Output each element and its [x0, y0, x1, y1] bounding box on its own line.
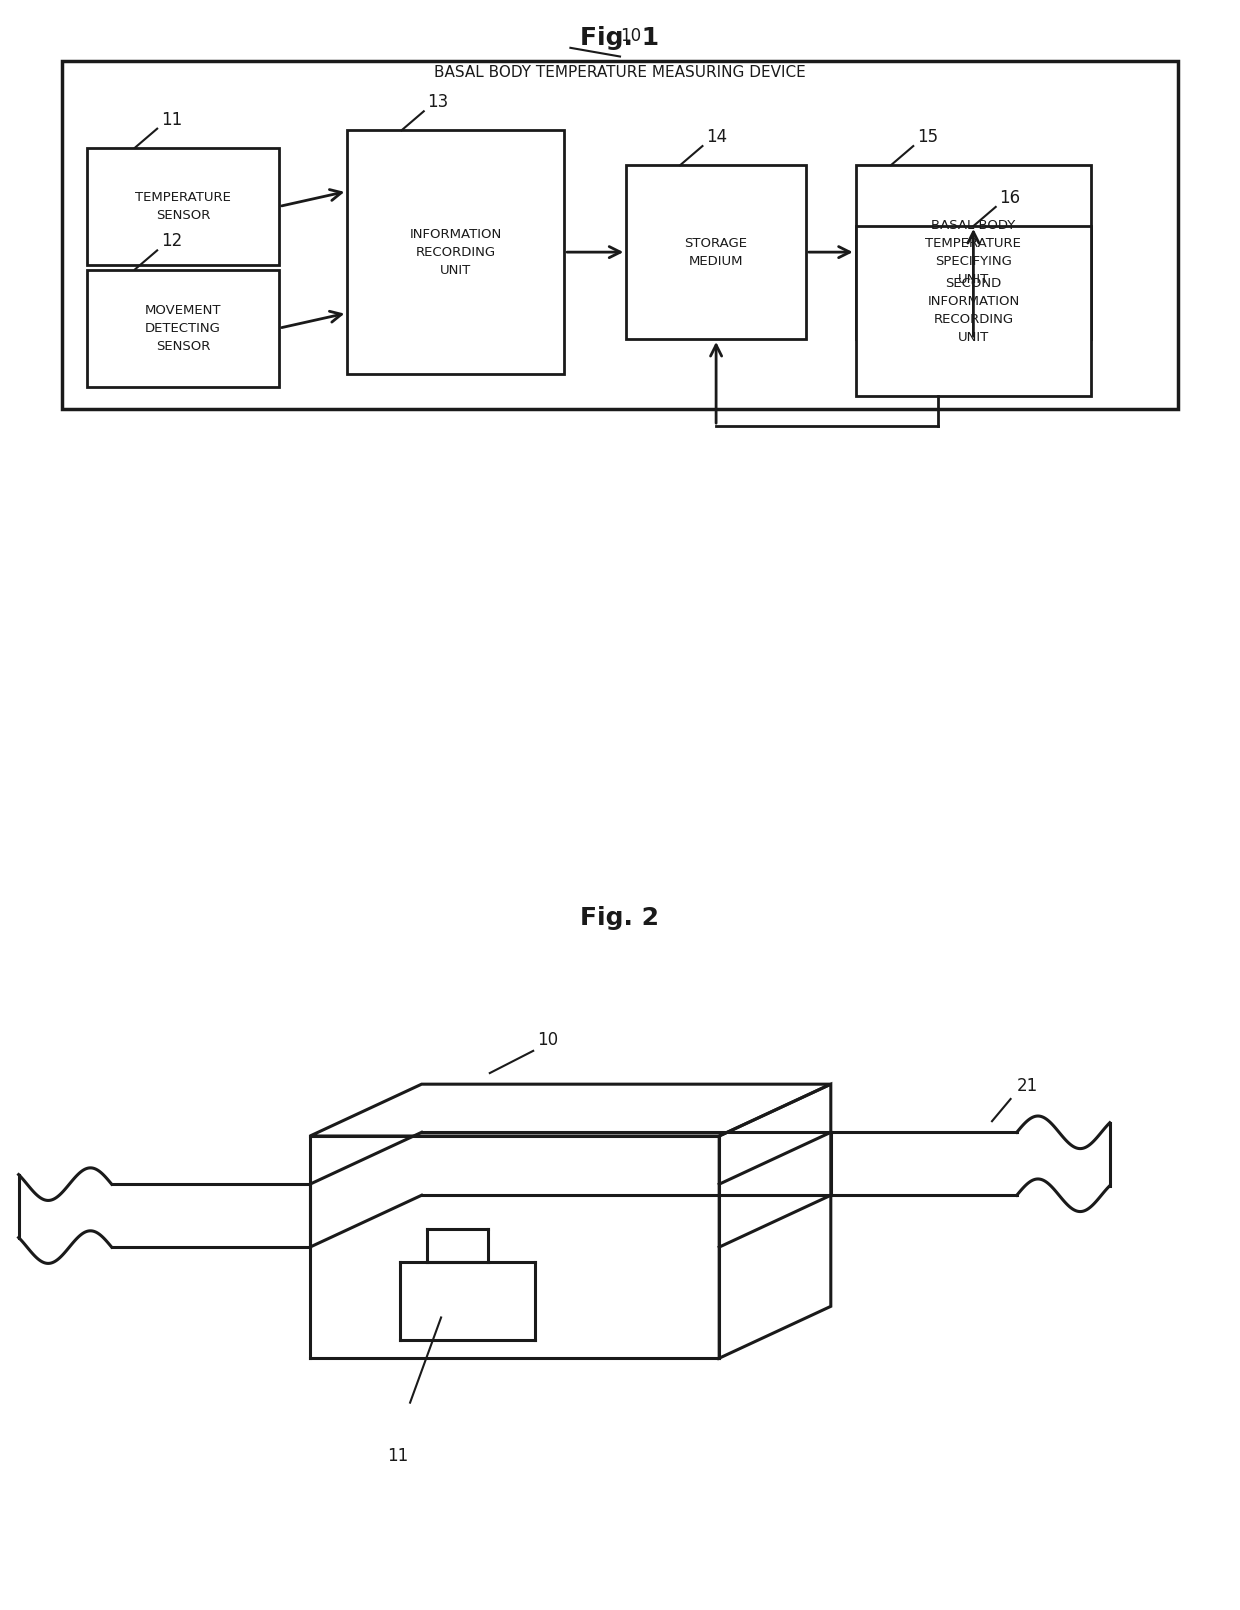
FancyBboxPatch shape [347, 130, 564, 374]
Text: INFORMATION
RECORDING
UNIT: INFORMATION RECORDING UNIT [409, 227, 502, 277]
Text: Fig. 1: Fig. 1 [580, 26, 660, 50]
Text: 14: 14 [707, 129, 728, 147]
Text: TEMPERATURE
SENSOR: TEMPERATURE SENSOR [135, 192, 231, 222]
Text: 16: 16 [999, 188, 1021, 208]
Text: 13: 13 [428, 93, 449, 111]
FancyBboxPatch shape [87, 269, 279, 386]
Text: 11: 11 [387, 1447, 408, 1465]
Text: BASAL BODY
TEMPERATURE
SPECIFYING
UNIT: BASAL BODY TEMPERATURE SPECIFYING UNIT [925, 219, 1022, 285]
Text: MOVEMENT
DETECTING
SENSOR: MOVEMENT DETECTING SENSOR [145, 304, 221, 353]
Text: 21: 21 [1017, 1077, 1038, 1095]
Text: Fig. 2: Fig. 2 [580, 906, 660, 931]
FancyBboxPatch shape [856, 225, 1091, 396]
Text: 10: 10 [537, 1030, 558, 1048]
Text: STORAGE
MEDIUM: STORAGE MEDIUM [684, 237, 748, 267]
FancyBboxPatch shape [62, 61, 1178, 409]
FancyBboxPatch shape [626, 166, 806, 340]
Text: BASAL BODY TEMPERATURE MEASURING DEVICE: BASAL BODY TEMPERATURE MEASURING DEVICE [434, 64, 806, 80]
Text: 11: 11 [161, 111, 182, 129]
FancyBboxPatch shape [856, 166, 1091, 340]
FancyBboxPatch shape [87, 148, 279, 266]
Text: 12: 12 [161, 232, 182, 251]
Text: 10: 10 [620, 27, 641, 45]
Text: 15: 15 [916, 129, 939, 147]
Text: SECOND
INFORMATION
RECORDING
UNIT: SECOND INFORMATION RECORDING UNIT [928, 277, 1019, 345]
